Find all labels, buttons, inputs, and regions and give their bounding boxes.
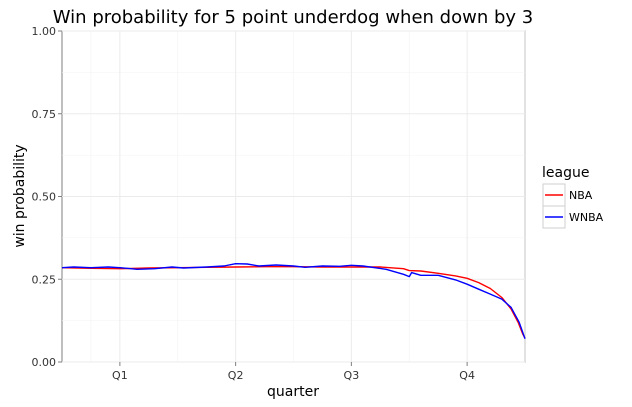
y-tick-label: 0.75 (32, 108, 57, 121)
chart-title: Win probability for 5 point underdog whe… (53, 7, 533, 28)
legend-label: WNBA (569, 211, 604, 224)
series-line-wnba (61, 263, 526, 340)
x-tick-label: Q2 (228, 369, 244, 382)
y-tick-label: 0.25 (32, 273, 57, 286)
y-tick-label: 1.00 (32, 25, 57, 38)
y-tick-label: 0.50 (32, 191, 57, 204)
series-lines (61, 263, 526, 340)
x-axis-label: quarter (267, 384, 319, 400)
x-tick-label: Q1 (112, 369, 128, 382)
y-axis: 0.00 0.25 0.50 0.75 1.00 (32, 25, 62, 369)
legend-item-nba: NBA (542, 183, 593, 207)
x-tick-label: Q3 (344, 369, 360, 382)
y-axis-label: win probability (12, 144, 28, 247)
legend: league NBA WNBA (542, 165, 604, 229)
legend-item-wnba: WNBA (542, 205, 604, 229)
x-tick-label: Q4 (459, 369, 475, 382)
legend-title: league (542, 165, 589, 181)
y-tick-label: 0.00 (32, 356, 57, 369)
x-axis: Q1 Q2 Q3 Q4 (112, 362, 475, 382)
legend-label: NBA (569, 189, 593, 202)
grid-lines (62, 30, 526, 363)
